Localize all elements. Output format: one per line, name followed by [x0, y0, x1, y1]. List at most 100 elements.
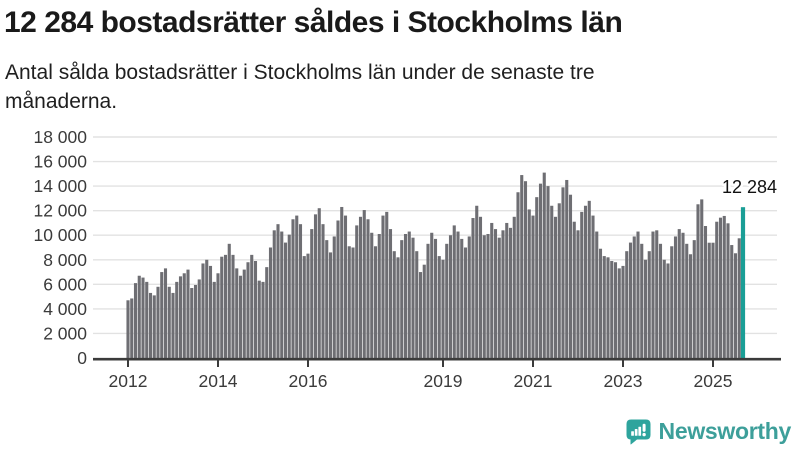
bar — [362, 210, 366, 358]
bar — [351, 247, 355, 358]
chart-subtitle: Antal sålda bostadsrätter i Stockholms l… — [5, 61, 595, 113]
bar — [561, 187, 565, 358]
bar — [508, 227, 513, 358]
bar — [355, 225, 359, 358]
bar — [227, 243, 231, 358]
highlighted-bar — [740, 207, 746, 358]
bar — [268, 247, 273, 358]
bar — [737, 238, 741, 358]
bar — [557, 203, 561, 358]
highlight-value-label: 12 284 — [722, 177, 777, 197]
x-axis-label: 2019 — [424, 371, 463, 391]
bar — [441, 259, 445, 358]
bar — [546, 186, 550, 358]
bar — [490, 222, 494, 358]
bar — [643, 259, 648, 358]
bar — [160, 272, 164, 358]
bar — [703, 226, 708, 358]
y-axis-label: 4 000 — [43, 299, 87, 319]
bar — [527, 209, 531, 358]
bar — [145, 281, 149, 358]
bar — [358, 216, 363, 358]
bar — [208, 265, 213, 358]
bar — [587, 200, 591, 358]
bar — [726, 223, 730, 358]
bar — [673, 236, 678, 358]
bar — [658, 243, 663, 358]
bar — [332, 236, 336, 358]
bar — [568, 194, 573, 358]
bar — [186, 269, 190, 358]
brand-name: Newsworthy — [658, 418, 792, 444]
bar — [336, 220, 340, 358]
bar — [201, 263, 205, 358]
bar — [156, 286, 160, 358]
bar — [730, 245, 734, 358]
bar — [418, 272, 423, 358]
bar — [238, 275, 243, 358]
bar — [130, 298, 134, 358]
x-axis-label: 2021 — [514, 371, 553, 391]
bar — [670, 246, 674, 358]
bar — [152, 295, 156, 358]
bar — [696, 204, 700, 358]
bar — [591, 215, 595, 358]
bar — [295, 215, 299, 358]
bar — [328, 252, 333, 358]
bar — [598, 248, 603, 358]
bar — [261, 281, 265, 358]
bar — [632, 236, 636, 358]
bar — [265, 267, 269, 358]
bar — [460, 238, 464, 358]
bar — [452, 225, 456, 358]
bar — [321, 224, 325, 358]
bar — [512, 216, 516, 358]
bar — [148, 292, 153, 358]
bar — [298, 224, 303, 358]
y-axis-label: 16 000 — [33, 152, 87, 172]
bar — [133, 283, 138, 358]
speech-bubble-bar-chart-icon — [626, 419, 651, 445]
bar — [287, 234, 291, 358]
bar — [253, 261, 258, 358]
bar — [400, 240, 404, 358]
bar — [216, 273, 220, 358]
bar — [167, 286, 171, 358]
bar — [392, 251, 396, 358]
y-axis-label: 0 — [77, 348, 87, 368]
bar — [497, 237, 501, 358]
bar — [707, 242, 711, 358]
bar — [655, 230, 659, 358]
bar — [193, 284, 198, 358]
bar — [306, 253, 310, 358]
bar — [197, 279, 201, 358]
bar — [523, 181, 528, 358]
bar — [171, 292, 175, 358]
bar — [463, 247, 468, 358]
bar — [688, 254, 693, 358]
bar — [313, 214, 318, 358]
bar — [257, 280, 261, 358]
x-axis-label: 2014 — [199, 371, 238, 391]
bar — [242, 269, 246, 358]
bar — [283, 242, 288, 358]
bar — [235, 268, 239, 358]
bar — [486, 233, 490, 358]
bar — [317, 208, 321, 358]
bar — [163, 268, 168, 358]
page-title: 12 284 bostadsrätter såldes i Stockholms… — [4, 6, 623, 39]
bar — [126, 300, 130, 358]
bar — [516, 192, 520, 358]
bar — [205, 259, 209, 358]
bar — [220, 256, 224, 358]
y-axis-label: 10 000 — [33, 225, 87, 245]
bar — [396, 257, 400, 358]
bar — [373, 246, 378, 358]
bar — [407, 231, 411, 358]
bar — [647, 251, 651, 358]
x-axis-label: 2016 — [289, 371, 328, 391]
bar — [343, 215, 348, 358]
bar — [617, 268, 621, 358]
bar — [366, 219, 370, 358]
bar — [613, 262, 618, 358]
